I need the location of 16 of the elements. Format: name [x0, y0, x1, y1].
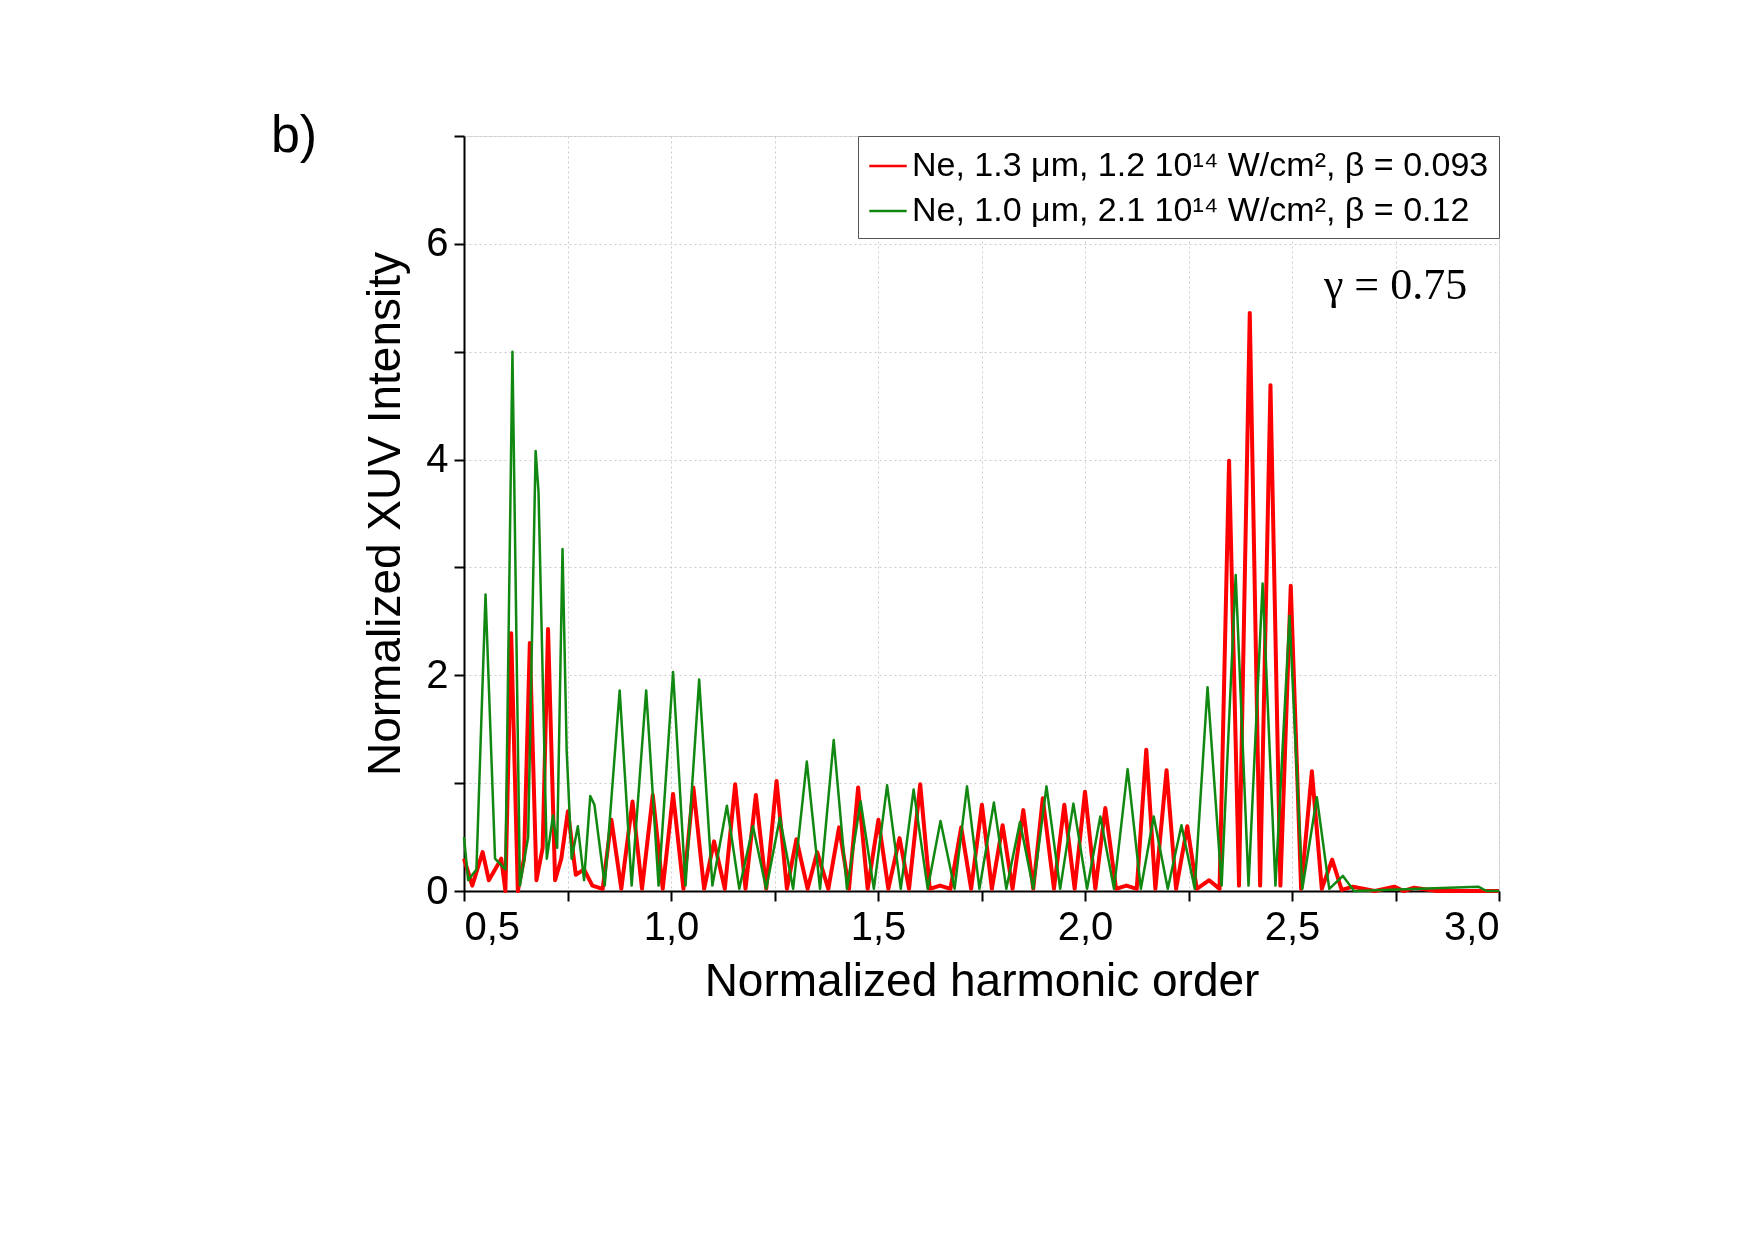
x-tick-label: 1,5	[850, 903, 907, 948]
x-tick-label: 0,5	[464, 903, 521, 948]
x-axis-title: Normalized harmonic order	[704, 953, 1260, 1006]
y-tick-label: 2	[426, 651, 449, 696]
y-tick-label: 4	[426, 436, 449, 481]
annotation: γ = 0.75	[1322, 260, 1468, 309]
text: b)	[270, 105, 318, 163]
x-tick-label: 2,5	[1264, 903, 1321, 948]
legend-label: Ne, 1.3 μm, 1.2 10¹⁴ W/cm², β = 0.093	[912, 145, 1489, 183]
x-tick-label: 2,0	[1057, 903, 1114, 948]
x-tick-label: 3,0	[1443, 903, 1500, 948]
x-tick-label: 1,0	[643, 903, 700, 948]
y-axis-title: Normalized XUV Intensity	[358, 251, 411, 777]
y-tick-label: 6	[426, 220, 449, 265]
y-tick-label: 0	[426, 867, 449, 912]
legend-label: Ne, 1.0 μm, 2.1 10¹⁴ W/cm², β = 0.12	[912, 190, 1470, 228]
